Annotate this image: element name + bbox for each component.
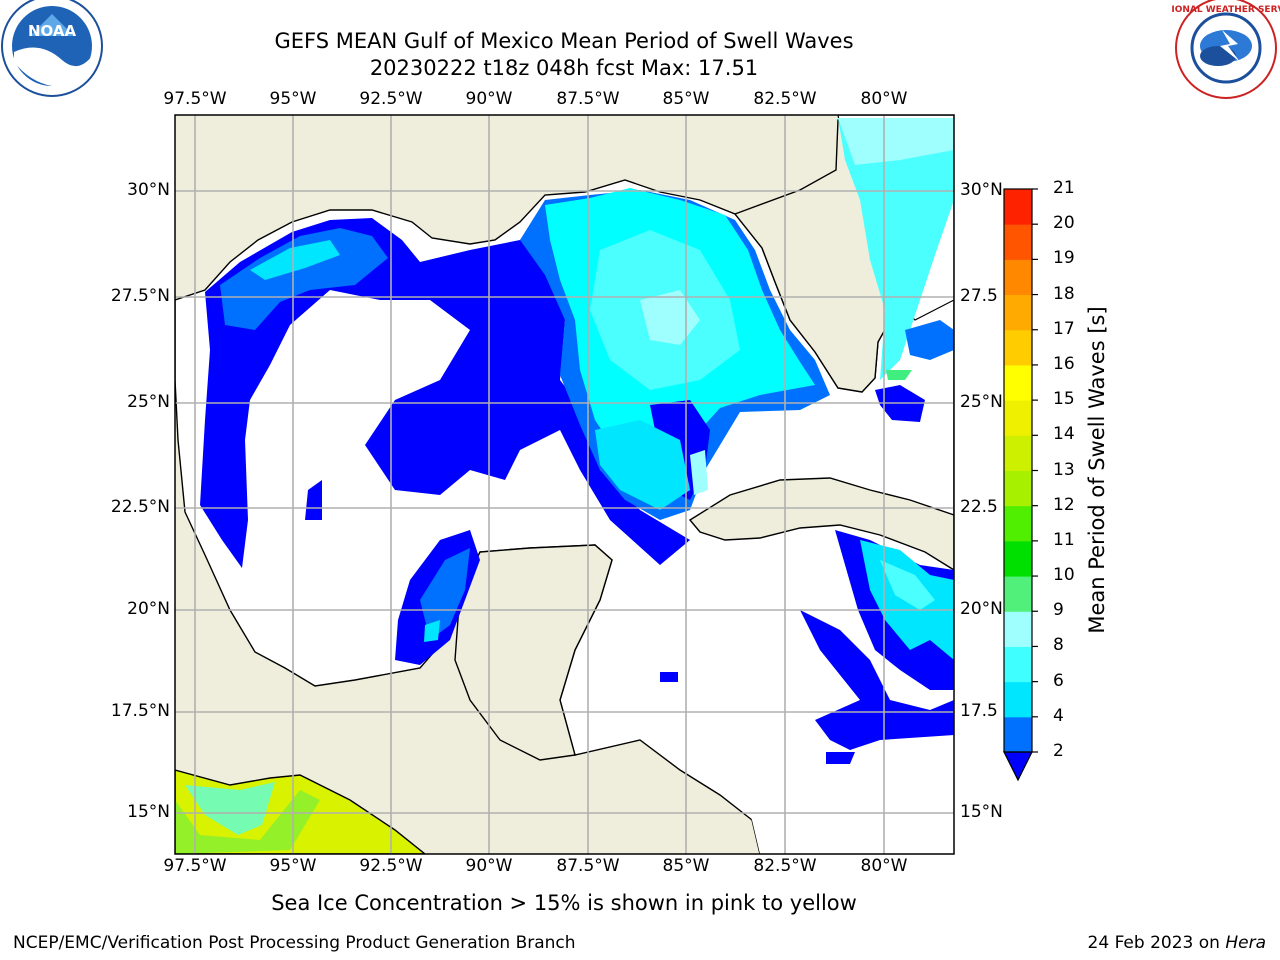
colorbar-tick-label: 8 xyxy=(1053,635,1064,656)
colorbar-tick-label: 15 xyxy=(1053,389,1075,410)
colorbar-segment xyxy=(1004,400,1032,436)
lat-label-left: 30°N xyxy=(127,180,170,200)
lat-label-right: 15°N xyxy=(960,802,1003,822)
colorbar-tick-label: 20 xyxy=(1053,213,1075,234)
footer-host: Hera xyxy=(1225,933,1266,953)
colorbar-tick-label: 21 xyxy=(1053,178,1075,198)
colorbar-tick-label: 4 xyxy=(1053,705,1064,726)
lon-label-top: 80°W xyxy=(860,89,908,109)
colorbar-tick-label: 2 xyxy=(1053,741,1064,761)
colorbar-segment xyxy=(1004,576,1032,612)
lat-label-left: 25°N xyxy=(127,392,170,412)
colorbar-segment xyxy=(1004,540,1032,577)
lon-label-top: 85°W xyxy=(662,89,710,109)
pacific-period-band xyxy=(185,782,275,835)
colorbar-segment xyxy=(1004,681,1032,718)
colorbar-tick-label: 18 xyxy=(1053,283,1075,304)
lon-label-top: 97.5°W xyxy=(163,89,227,109)
lat-label-left: 17.5°N xyxy=(110,701,170,721)
footer-branch: NCEP/EMC/Verification Post Processing Pr… xyxy=(13,933,576,953)
colorbar-tick-label: 9 xyxy=(1053,600,1064,621)
noaa-logo: NOAA xyxy=(1,0,103,97)
footer-date-text: 24 Feb 2023 on xyxy=(1087,933,1226,953)
lon-label-top: 92.5°W xyxy=(359,89,423,109)
colorbar-segment xyxy=(1004,224,1032,260)
lat-label-right: 30°N xyxy=(960,180,1003,200)
map-grid xyxy=(175,115,954,854)
sea-ice-note: Sea Ice Concentration > 15% is shown in … xyxy=(271,891,857,915)
colorbar-segment xyxy=(1004,259,1032,296)
lat-label-right: 27.5 xyxy=(960,286,998,306)
lon-label-bottom: 80°W xyxy=(860,856,908,876)
colorbar-segment xyxy=(1004,646,1032,683)
lat-label-left: 22.5°N xyxy=(110,497,170,517)
lon-label-bottom: 85°W xyxy=(662,856,710,876)
colorbar-segment xyxy=(1004,329,1032,366)
lat-label-left: 20°N xyxy=(127,599,170,619)
svg-text:NOAA: NOAA xyxy=(28,22,77,40)
colorbar-tick-label: 19 xyxy=(1053,248,1075,269)
svg-text:NATIONAL WEATHER SERVICE: NATIONAL WEATHER SERVICE xyxy=(1172,5,1280,15)
lat-label-left: 15°N xyxy=(127,802,170,822)
colorbar-segment xyxy=(1004,470,1032,507)
lon-label-bottom: 82.5°W xyxy=(753,856,817,876)
lon-label-top: 90°W xyxy=(465,89,513,109)
colorbar-tick-label: 12 xyxy=(1053,494,1075,515)
lon-label-top: 95°W xyxy=(269,89,317,109)
lon-label-bottom: 95°W xyxy=(269,856,317,876)
nws-logo: NATIONAL WEATHER SERVICE xyxy=(1172,0,1280,99)
map-title: GEFS MEAN Gulf of Mexico Mean Period of … xyxy=(274,29,854,53)
colorbar-segment xyxy=(1004,716,1032,753)
colorbar-tick-label: 14 xyxy=(1053,424,1075,445)
colorbar-tick-label: 13 xyxy=(1053,459,1075,480)
yucatan-land xyxy=(454,544,613,761)
map-subtitle: 20230222 t18z 048h fcst Max: 17.51 xyxy=(369,56,759,80)
colorbar xyxy=(1003,188,1038,782)
swell-period-fill xyxy=(200,118,954,764)
lat-label-right: 17.5 xyxy=(960,701,998,721)
footer-date: 24 Feb 2023 on Hera xyxy=(1088,933,1266,953)
colorbar-segment xyxy=(1004,294,1032,331)
colorbar-segment xyxy=(1004,435,1032,471)
lon-label-top: 82.5°W xyxy=(753,89,817,109)
lat-label-right: 22.5 xyxy=(960,497,998,517)
colorbar-label: Mean Period of Swell Waves [s] xyxy=(1085,306,1109,634)
pacific-period-band-2 xyxy=(175,790,320,854)
lat-label-right: 20°N xyxy=(960,599,1003,619)
colorbar-tick-label: 10 xyxy=(1053,565,1075,586)
lat-label-left: 27.5°N xyxy=(110,286,170,306)
colorbar-segment xyxy=(1004,189,1032,225)
lon-label-bottom: 97.5°W xyxy=(163,856,227,876)
lat-label-right: 25°N xyxy=(960,392,1003,412)
map-frame xyxy=(174,114,955,855)
lon-label-top: 87.5°W xyxy=(556,89,620,109)
colorbar-tick-label: 16 xyxy=(1053,353,1075,374)
cuba-land xyxy=(688,477,954,571)
colorbar-tick-label: 6 xyxy=(1053,670,1064,691)
lon-label-bottom: 90°W xyxy=(465,856,513,876)
map-area xyxy=(175,115,954,854)
lon-label-bottom: 92.5°W xyxy=(359,856,423,876)
colorbar-tick-label: 17 xyxy=(1053,318,1075,339)
colorbar-extend-arrow xyxy=(1003,751,1033,782)
colorbar-tick-label: 11 xyxy=(1053,529,1075,550)
colorbar-segment xyxy=(1004,611,1032,647)
colorbar-segment xyxy=(1004,505,1032,542)
colorbar-segment xyxy=(1004,364,1032,401)
lon-label-bottom: 87.5°W xyxy=(556,856,620,876)
